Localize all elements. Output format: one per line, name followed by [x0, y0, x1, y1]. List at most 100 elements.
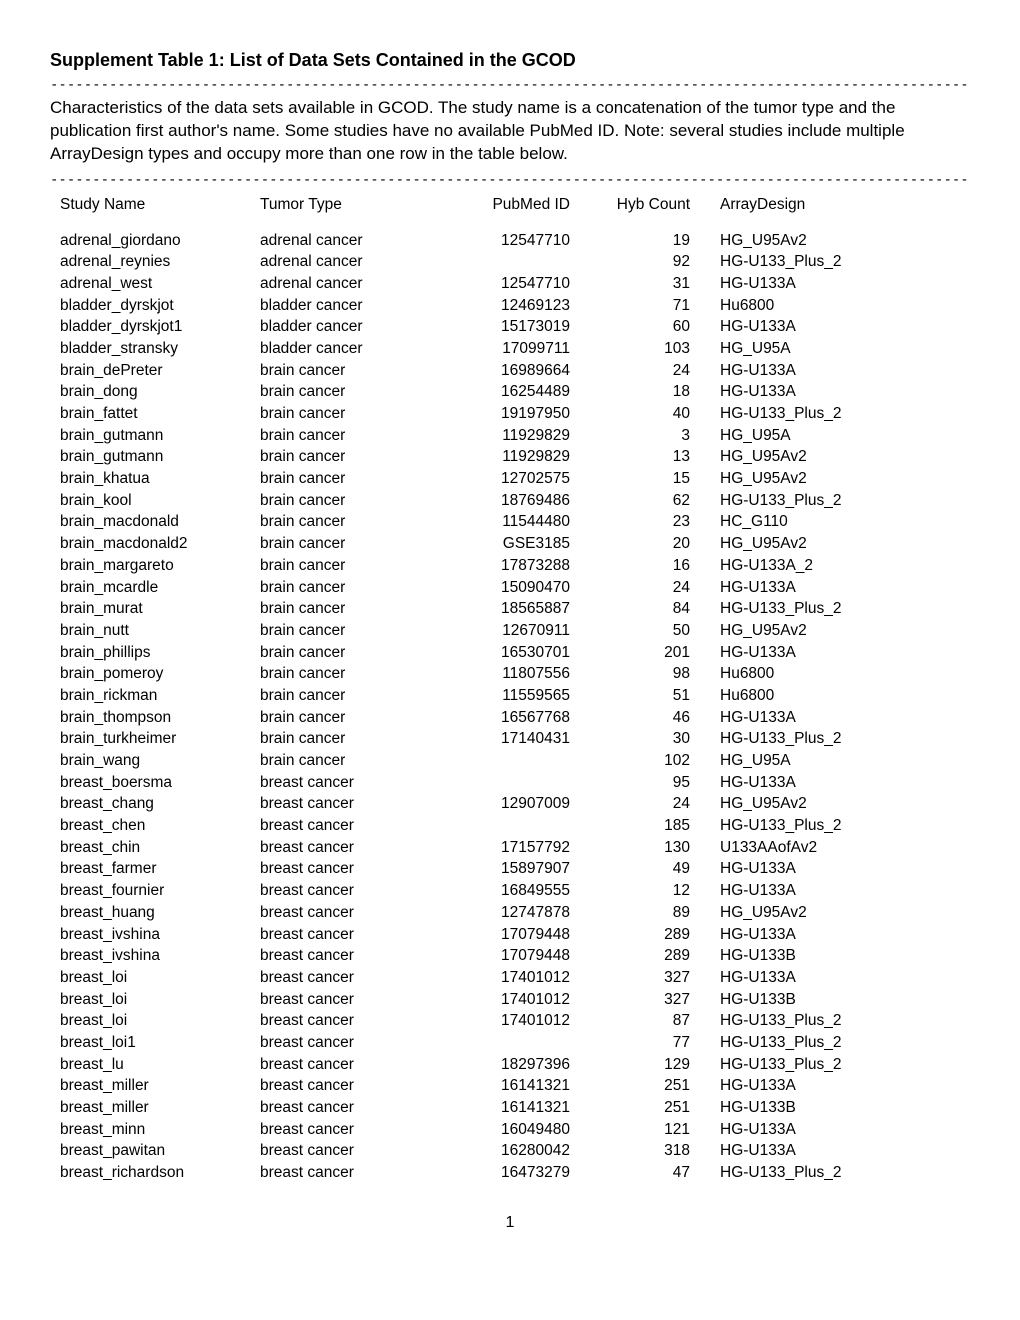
cell-pubmed: 17401012: [440, 1010, 590, 1032]
cell-study: brain_margareto: [50, 555, 260, 577]
cell-pubmed: 16141321: [440, 1097, 590, 1119]
cell-hyb: 18: [590, 381, 720, 403]
table-row: adrenal_westadrenal cancer1254771031HG-U…: [50, 273, 970, 295]
cell-hyb: 201: [590, 642, 720, 664]
header-study: Study Name: [50, 194, 260, 216]
cell-study: brain_macdonald: [50, 511, 260, 533]
cell-tumor: breast cancer: [260, 1010, 440, 1032]
cell-tumor: brain cancer: [260, 555, 440, 577]
table-row: breast_loibreast cancer1740101287HG-U133…: [50, 1010, 970, 1032]
cell-array: HG-U133A: [720, 924, 920, 946]
cell-array: Hu6800: [720, 685, 920, 707]
cell-array: HG-U133A: [720, 1119, 920, 1141]
cell-array: HG-U133_Plus_2: [720, 815, 920, 837]
cell-hyb: 251: [590, 1075, 720, 1097]
cell-array: HG-U133A: [720, 316, 920, 338]
cell-tumor: bladder cancer: [260, 295, 440, 317]
cell-pubmed: 12747878: [440, 902, 590, 924]
cell-array: HG-U133_Plus_2: [720, 1054, 920, 1076]
cell-array: HG-U133A: [720, 880, 920, 902]
table-row: breast_chenbreast cancer185HG-U133_Plus_…: [50, 815, 970, 837]
cell-study: breast_fournier: [50, 880, 260, 902]
cell-hyb: 318: [590, 1140, 720, 1162]
cell-study: breast_boersma: [50, 772, 260, 794]
cell-hyb: 46: [590, 707, 720, 729]
cell-pubmed: 11544480: [440, 511, 590, 533]
table-row: brain_nuttbrain cancer1267091150HG_U95Av…: [50, 620, 970, 642]
cell-tumor: breast cancer: [260, 902, 440, 924]
cell-array: HG-U133A: [720, 967, 920, 989]
cell-pubmed: 17401012: [440, 989, 590, 1011]
cell-hyb: 12: [590, 880, 720, 902]
cell-pubmed: 15897907: [440, 858, 590, 880]
cell-array: HG-U133_Plus_2: [720, 1032, 920, 1054]
cell-pubmed: 16989664: [440, 360, 590, 382]
table-row: breast_millerbreast cancer16141321251HG-…: [50, 1075, 970, 1097]
cell-study: breast_minn: [50, 1119, 260, 1141]
table-row: brain_khatuabrain cancer1270257515HG_U95…: [50, 468, 970, 490]
cell-pubmed: [440, 1032, 590, 1054]
table-row: breast_ivshinabreast cancer17079448289HG…: [50, 945, 970, 967]
table-row: breast_fournierbreast cancer1684955512HG…: [50, 880, 970, 902]
table-row: breast_farmerbreast cancer1589790749HG-U…: [50, 858, 970, 880]
cell-pubmed: 17140431: [440, 728, 590, 750]
cell-study: breast_loi1: [50, 1032, 260, 1054]
cell-study: breast_farmer: [50, 858, 260, 880]
table-row: brain_gutmannbrain cancer119298293HG_U95…: [50, 425, 970, 447]
table-row: bladder_dyrskjotbladder cancer1246912371…: [50, 295, 970, 317]
cell-study: bladder_dyrskjot: [50, 295, 260, 317]
table-row: brain_dePreterbrain cancer1698966424HG-U…: [50, 360, 970, 382]
cell-tumor: adrenal cancer: [260, 251, 440, 273]
header-pubmed: PubMed ID: [440, 194, 590, 216]
cell-array: HC_G110: [720, 511, 920, 533]
cell-hyb: 185: [590, 815, 720, 837]
data-table: Study Name Tumor Type PubMed ID Hyb Coun…: [50, 194, 970, 1184]
cell-array: HG-U133B: [720, 989, 920, 1011]
cell-tumor: brain cancer: [260, 511, 440, 533]
cell-array: HG_U95A: [720, 338, 920, 360]
cell-array: Hu6800: [720, 663, 920, 685]
cell-tumor: brain cancer: [260, 490, 440, 512]
cell-pubmed: 12547710: [440, 273, 590, 295]
cell-array: HG-U133A: [720, 360, 920, 382]
cell-study: breast_loi: [50, 967, 260, 989]
cell-array: HG_U95Av2: [720, 902, 920, 924]
cell-tumor: breast cancer: [260, 880, 440, 902]
cell-array: HG_U95A: [720, 750, 920, 772]
table-row: bladder_stranskybladder cancer1709971110…: [50, 338, 970, 360]
cell-hyb: 24: [590, 577, 720, 599]
cell-tumor: brain cancer: [260, 750, 440, 772]
cell-pubmed: 17079448: [440, 945, 590, 967]
cell-pubmed: 11807556: [440, 663, 590, 685]
cell-hyb: 129: [590, 1054, 720, 1076]
cell-array: HG_U95Av2: [720, 468, 920, 490]
cell-array: HG-U133B: [720, 945, 920, 967]
cell-array: HG-U133A: [720, 707, 920, 729]
cell-pubmed: 15173019: [440, 316, 590, 338]
cell-pubmed: 16141321: [440, 1075, 590, 1097]
cell-pubmed: 17157792: [440, 837, 590, 859]
cell-study: brain_nutt: [50, 620, 260, 642]
cell-study: adrenal_giordano: [50, 230, 260, 252]
cell-tumor: breast cancer: [260, 815, 440, 837]
cell-array: HG-U133A: [720, 772, 920, 794]
cell-tumor: brain cancer: [260, 533, 440, 555]
cell-hyb: 47: [590, 1162, 720, 1184]
table-row: brain_rickmanbrain cancer1155956551Hu680…: [50, 685, 970, 707]
table-row: adrenal_reyniesadrenal cancer92HG-U133_P…: [50, 251, 970, 273]
cell-pubmed: 17873288: [440, 555, 590, 577]
cell-study: brain_rickman: [50, 685, 260, 707]
cell-pubmed: 16254489: [440, 381, 590, 403]
cell-study: brain_khatua: [50, 468, 260, 490]
cell-pubmed: 12547710: [440, 230, 590, 252]
cell-hyb: 98: [590, 663, 720, 685]
cell-hyb: 30: [590, 728, 720, 750]
cell-pubmed: [440, 772, 590, 794]
cell-study: brain_fattet: [50, 403, 260, 425]
cell-pubmed: 11929829: [440, 425, 590, 447]
cell-hyb: 60: [590, 316, 720, 338]
cell-hyb: 130: [590, 837, 720, 859]
cell-study: breast_ivshina: [50, 945, 260, 967]
cell-pubmed: 18297396: [440, 1054, 590, 1076]
cell-tumor: brain cancer: [260, 360, 440, 382]
